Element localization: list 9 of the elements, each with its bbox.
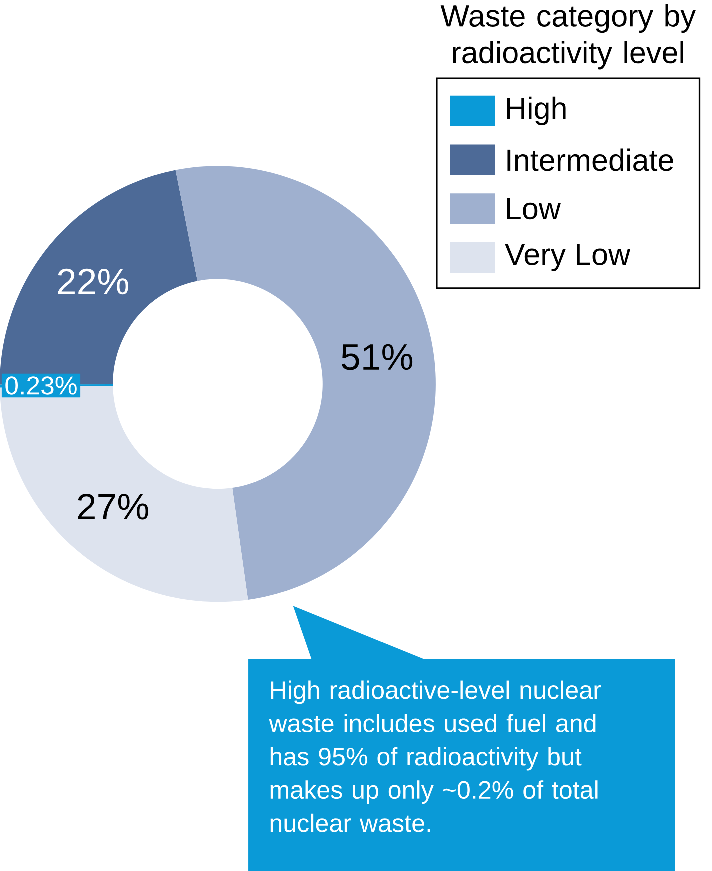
legend-label: Low: [507, 198, 562, 220]
legend-label: Very Low: [505, 244, 631, 272]
text: High radioactive-level nuclear waste includes used fuel and has 95% of radioactivity but makes up only ~0.2% of total nuclear waste.: [269, 680, 601, 832]
data-label: 51%: [342, 344, 413, 370]
data-label: 22%: [58, 268, 128, 295]
legend-title: Waste category by radioactivity level: [440, 4, 696, 70]
legend-label: High: [507, 96, 566, 126]
legend-label: Intermediate: [508, 148, 674, 172]
data-label: 27%: [78, 494, 148, 520]
